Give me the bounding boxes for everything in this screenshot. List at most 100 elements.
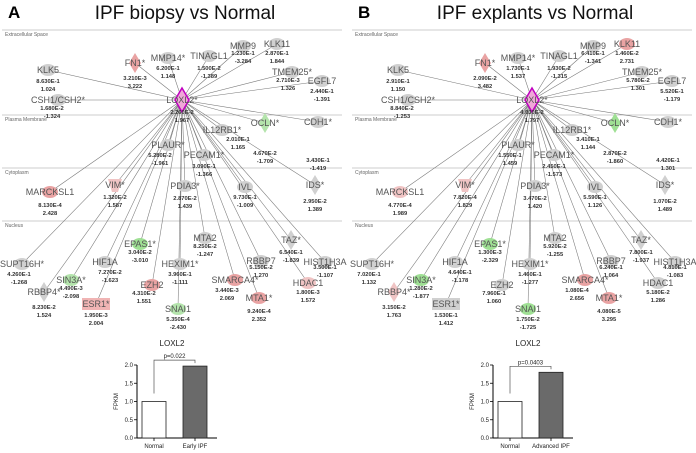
edge-tinagl1 xyxy=(531,55,560,101)
fold-change: -1.725 xyxy=(520,325,537,331)
edge-marcksl1 xyxy=(49,99,183,193)
gene-node-ids: IDS* 2.950E-2 1.389 xyxy=(303,175,327,213)
node-shape xyxy=(660,116,676,128)
gene-label: IL12RB1* xyxy=(553,125,592,135)
edge-supt16h xyxy=(371,99,533,265)
p-value: 2.870E-2 xyxy=(603,151,627,157)
fold-change: -1.179 xyxy=(664,97,681,103)
p-value: 5.590E-1 xyxy=(583,195,607,201)
gene-node-cdh1: CDH1* 3.430E-1 -1.419 xyxy=(304,116,332,172)
edge-epas1 xyxy=(489,99,533,245)
fold-change: 1.797 xyxy=(525,118,540,124)
fold-change: -1.573 xyxy=(546,172,563,178)
fold-change: 1.132 xyxy=(362,280,377,286)
y-tick-label: 0.0 xyxy=(481,436,490,442)
fold-change: 1.286 xyxy=(651,298,666,304)
fold-change: -1.623 xyxy=(102,278,119,284)
fold-change: 3.295 xyxy=(602,317,617,323)
fold-change: -1.324 xyxy=(44,114,61,120)
p-value: 6.240E-1 xyxy=(599,265,623,271)
fold-change: -1.877 xyxy=(413,294,429,300)
fold-change: 1.763 xyxy=(387,313,402,319)
gene-node-ivl: IVL 5.590E-1 1.126 xyxy=(583,181,608,209)
edge-taz xyxy=(531,99,642,241)
fold-change: 3.222 xyxy=(128,84,143,90)
edge-mta2 xyxy=(531,99,556,239)
gene-node-taz: TAZ* 6.540E-1 -1.839 xyxy=(279,230,304,264)
bar-ipf xyxy=(538,371,564,439)
gene-label: PECAM1* xyxy=(184,150,225,160)
hub-shape xyxy=(524,86,540,114)
node-shape xyxy=(300,277,316,289)
edge-tinagl1 xyxy=(181,55,210,101)
node-shape xyxy=(547,232,563,244)
gene-label: TAZ* xyxy=(631,235,651,245)
gene-node-marcksl1: MARCKSL1 4.770E-4 1.989 xyxy=(376,186,424,217)
gene-node-klk5: KLK5 8.630E-1 1.024 xyxy=(36,64,61,93)
gene-node-hexim1: HEXIM1* 3.960E-1 -1.111 xyxy=(161,258,199,286)
gene-label: SUPT16H* xyxy=(350,259,395,269)
gene-label: SMARCA4* xyxy=(561,275,609,285)
gene-label: PLAUR* xyxy=(151,140,185,150)
gene-label: HIF1A xyxy=(442,257,468,267)
edge-il12rb1 xyxy=(531,99,573,131)
fold-change: -1.839 xyxy=(283,258,300,264)
y-tick-label: 0.0 xyxy=(125,436,134,442)
fold-change: -1.178 xyxy=(452,278,469,284)
p-value: 1.460E-2 xyxy=(615,51,639,57)
edge-fn1 xyxy=(484,62,533,101)
fold-change: 1.064 xyxy=(604,273,619,279)
gene-node-fn1: FN1* 2.090E-2 3.482 xyxy=(473,53,497,90)
edge-ids xyxy=(181,99,316,186)
fold-change: -1.247 xyxy=(197,252,213,258)
node-shape xyxy=(392,186,408,198)
node-shape xyxy=(522,258,538,270)
p-value: 3.090E-1 xyxy=(192,164,216,170)
p-value: 8.840E-2 xyxy=(390,106,414,112)
fold-change: -2.329 xyxy=(482,258,499,264)
node-shape xyxy=(314,75,330,87)
y-tick-label: 0.5 xyxy=(125,418,134,424)
fold-change: 1.148 xyxy=(161,74,176,80)
node-shape xyxy=(388,282,400,302)
gene-label: TINAGL1 xyxy=(190,51,228,61)
gene-label: LOXL2* xyxy=(166,95,198,105)
node-shape xyxy=(14,258,30,270)
p-value: 8.130E-4 xyxy=(38,203,62,209)
bar-chart-loxl2: LOXL2 0.0 0.5 1.0 1.5 2.0 FPKM Normal Advanced I… xyxy=(470,339,573,450)
gene-label: SNAI1 xyxy=(515,304,541,314)
node-shape xyxy=(482,238,498,250)
node-shape xyxy=(251,292,267,304)
edge-tmem25 xyxy=(531,71,643,101)
gene-node-mmp14: MMP14* 1.730E-1 1.537 xyxy=(501,52,536,80)
gene-label: MMP9 xyxy=(580,41,606,51)
p-value: 1.280E-2 xyxy=(409,286,433,292)
p-value: 3.150E-2 xyxy=(382,305,406,311)
p-value: 1.730E-1 xyxy=(506,66,530,72)
fold-change: 1.439 xyxy=(178,204,193,210)
gene-node-sin3a: SIN3A*4.490E-3 -2.098 xyxy=(56,274,86,300)
node-shape xyxy=(546,149,562,161)
edge-il12rb1 xyxy=(181,99,223,131)
edge-smarca4 xyxy=(531,99,586,281)
node-shape xyxy=(494,279,510,291)
panel-b: B IPF explants vs Normal Extracellular Spa… xyxy=(350,3,696,450)
gene-node-supt16h: SUPT16H* 7.020E-1 1.132 xyxy=(350,258,395,286)
gene-label: MTA2 xyxy=(193,233,216,243)
gene-label: EPAS1* xyxy=(124,239,156,249)
node-shape xyxy=(177,180,193,192)
fold-change: -1.083 xyxy=(667,273,684,279)
node-shape xyxy=(284,66,300,78)
edge-ocln xyxy=(181,99,266,124)
gene-label: LOXL2* xyxy=(516,95,548,105)
p-value: 3.470E-2 xyxy=(523,196,547,202)
fold-change: 1.301 xyxy=(631,86,646,92)
fold-change: 1.165 xyxy=(231,145,246,151)
node-shape xyxy=(601,292,617,304)
gene-node-egfl7: EGFL7 2.440E-1 -1.391 xyxy=(308,75,336,103)
edge-snai1 xyxy=(177,99,183,310)
fold-change: -1.268 xyxy=(11,280,28,286)
